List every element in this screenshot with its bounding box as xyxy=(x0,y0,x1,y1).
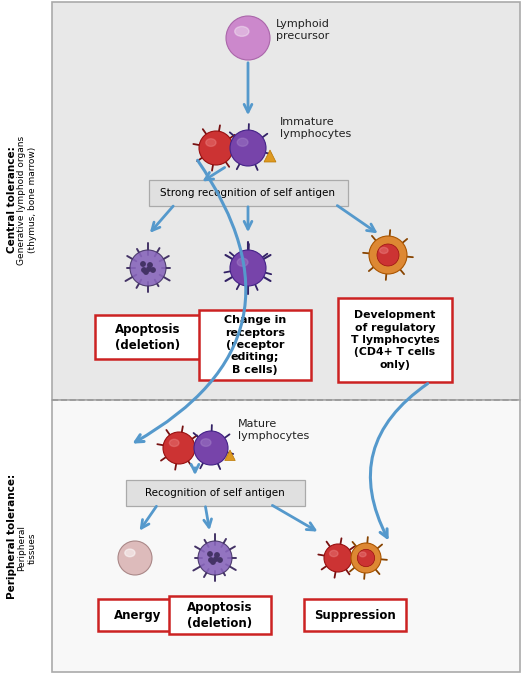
Circle shape xyxy=(194,431,228,465)
Circle shape xyxy=(147,267,151,271)
Circle shape xyxy=(215,553,219,557)
Circle shape xyxy=(230,250,266,286)
Polygon shape xyxy=(264,150,276,162)
Ellipse shape xyxy=(237,258,248,266)
FancyBboxPatch shape xyxy=(148,180,348,206)
Circle shape xyxy=(199,131,233,165)
FancyBboxPatch shape xyxy=(304,599,406,631)
Circle shape xyxy=(377,244,399,266)
Ellipse shape xyxy=(235,26,249,37)
Circle shape xyxy=(142,268,146,272)
Circle shape xyxy=(324,544,352,572)
Text: Anergy: Anergy xyxy=(114,608,162,621)
Circle shape xyxy=(208,552,212,556)
FancyBboxPatch shape xyxy=(125,480,304,506)
Circle shape xyxy=(357,549,375,567)
Ellipse shape xyxy=(125,549,135,557)
Text: Central tolerance:: Central tolerance: xyxy=(7,147,17,253)
Circle shape xyxy=(211,559,215,564)
Text: Generative lymphoid organs
(thymus, bone marrow): Generative lymphoid organs (thymus, bone… xyxy=(17,135,37,265)
FancyBboxPatch shape xyxy=(52,2,520,400)
Text: Peripheral
tissues: Peripheral tissues xyxy=(17,525,37,571)
Circle shape xyxy=(230,130,266,166)
Ellipse shape xyxy=(201,439,211,446)
Polygon shape xyxy=(225,450,235,460)
Ellipse shape xyxy=(206,139,216,147)
FancyBboxPatch shape xyxy=(169,596,271,634)
Ellipse shape xyxy=(379,247,388,253)
Circle shape xyxy=(209,558,213,562)
FancyBboxPatch shape xyxy=(98,599,178,631)
Circle shape xyxy=(144,270,148,274)
Ellipse shape xyxy=(170,439,179,447)
Circle shape xyxy=(148,263,152,268)
Circle shape xyxy=(198,541,232,575)
Ellipse shape xyxy=(329,551,338,557)
Text: Change in
receptors
(receptor
editing;
B cells): Change in receptors (receptor editing; B… xyxy=(224,315,286,375)
Circle shape xyxy=(163,432,195,464)
Text: Lymphoid
precursor: Lymphoid precursor xyxy=(276,19,330,41)
Ellipse shape xyxy=(359,552,366,557)
FancyBboxPatch shape xyxy=(94,315,201,359)
Text: Immature
lymphocytes: Immature lymphocytes xyxy=(280,117,351,139)
Circle shape xyxy=(214,557,218,562)
FancyBboxPatch shape xyxy=(338,298,452,382)
Text: Mature
lymphocytes: Mature lymphocytes xyxy=(238,419,309,441)
FancyBboxPatch shape xyxy=(199,310,311,380)
Circle shape xyxy=(151,268,155,272)
Text: Apoptosis
(deletion): Apoptosis (deletion) xyxy=(187,600,253,629)
Text: Peripheral tolerance:: Peripheral tolerance: xyxy=(7,473,17,599)
Circle shape xyxy=(226,16,270,60)
Text: Development
of regulatory
T lymphocytes
(CD4+ T cells
only): Development of regulatory T lymphocytes … xyxy=(351,310,440,370)
Text: Apoptosis
(deletion): Apoptosis (deletion) xyxy=(115,323,181,352)
FancyBboxPatch shape xyxy=(52,400,520,672)
Circle shape xyxy=(351,543,381,573)
Circle shape xyxy=(218,558,222,562)
Circle shape xyxy=(130,250,166,286)
Text: Strong recognition of self antigen: Strong recognition of self antigen xyxy=(160,188,336,198)
Circle shape xyxy=(141,262,145,266)
Ellipse shape xyxy=(237,139,248,146)
Text: Recognition of self antigen: Recognition of self antigen xyxy=(145,488,285,498)
Circle shape xyxy=(369,236,407,274)
Text: Suppression: Suppression xyxy=(314,608,396,621)
Circle shape xyxy=(118,541,152,575)
